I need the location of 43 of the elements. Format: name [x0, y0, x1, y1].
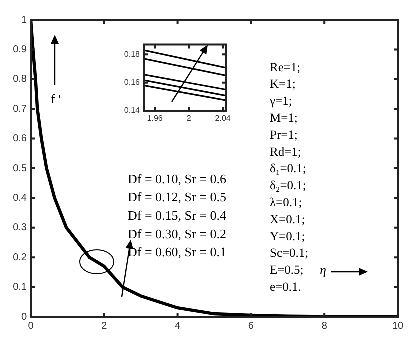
- annotation: Df = 0.10, Sr = 0.6: [128, 171, 227, 186]
- annotation: γ=1;: [269, 94, 292, 108]
- annotation: K=1;: [270, 77, 296, 92]
- y-tick-label: 0.16: [124, 78, 141, 88]
- y-tick-label: 0.5: [13, 163, 28, 174]
- y-tick-label: 0.8: [13, 74, 28, 86]
- annotation: δ₂=0.1;: [270, 178, 306, 193]
- annotation: Pr=1;: [270, 128, 298, 142]
- y-tick-label: 1: [21, 14, 28, 26]
- y-tick-label: 0.2: [13, 252, 28, 264]
- annotation: E=0.5;: [270, 263, 304, 278]
- y-tick-label: 0.4: [13, 192, 28, 204]
- x-tick-label: 2: [102, 320, 108, 332]
- annotation: λ=0.1;: [270, 195, 302, 210]
- y-tick-label: 0.14: [124, 106, 141, 116]
- x-tick-label: 10: [392, 320, 404, 332]
- annotation: Df = 0.30, Sr = 0.2: [128, 226, 226, 242]
- x-tick-label: 8: [322, 320, 328, 332]
- y-tick-label: 0.7: [13, 104, 28, 115]
- x-tick-label: 4: [175, 320, 182, 332]
- y-tick-label: 0.9: [13, 44, 28, 56]
- annotation: Y=0.1;: [270, 229, 306, 244]
- y-tick-label: 0: [21, 312, 28, 323]
- x-tick-label: 2: [186, 114, 192, 124]
- x-tick-label: 0: [28, 320, 34, 332]
- x-tick-label: 1.96: [147, 114, 164, 124]
- annotation: Df = 0.12, Sr = 0.5: [128, 190, 226, 205]
- y-tick-label: 0.3: [13, 222, 28, 234]
- annotation: Re=1;: [270, 60, 301, 74]
- annotation: f ': [51, 91, 61, 106]
- annotation: Sc=0.1;: [270, 246, 309, 260]
- x-tick-label: 2.04: [215, 114, 232, 124]
- annotation: Rd=1;: [270, 144, 302, 159]
- annotation: e=0.1.: [270, 280, 302, 294]
- y-tick-label: 0.1: [13, 282, 28, 294]
- annotation: δ₁=0.1;: [270, 162, 306, 176]
- x-tick-label: 6: [248, 320, 254, 332]
- annotation: Df = 0.15, Sr = 0.4: [128, 208, 227, 224]
- y-tick-label: 0.6: [13, 134, 28, 145]
- y-tick-label: 0.18: [124, 50, 141, 59]
- annotation: M=1;: [270, 110, 298, 125]
- annotation: η: [320, 262, 326, 278]
- annotation: X=0.1;: [270, 212, 306, 226]
